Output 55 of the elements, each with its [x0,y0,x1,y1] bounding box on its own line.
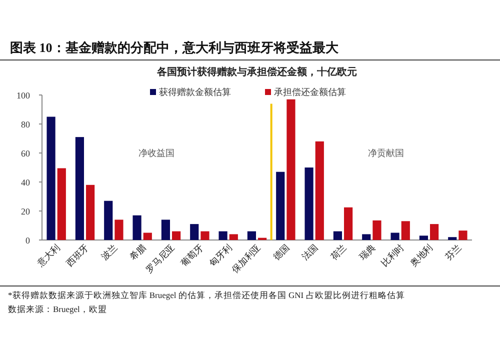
bar [247,231,256,240]
legend-label: 承担偿还金额估算 [274,87,346,97]
chart-title: 图表 10：基金赠款的分配中，意大利与西班牙将受益最大 [10,40,340,55]
text: *获得赠款数据来源于欧洲独立智库 Bruegel 的估算，承担偿还使用各国 GNI 占欧盟比例进行粗略估算 [8,290,405,300]
x-tick-label: 波兰 [99,242,120,262]
bar [276,172,285,240]
chart-subtitle: 各国预计获得赠款与承担偿还金额，十亿欧元 [156,66,357,78]
y-tick-label: 40 [21,178,30,188]
bar [430,224,439,240]
bar [86,184,95,240]
source-note: 数据来源：Bruegel，欧盟 [8,304,107,314]
legend-label: 获得赠款金额估算 [159,87,231,97]
bar [229,234,238,240]
bar [190,224,199,240]
bar [304,168,314,240]
y-tick-label: 60 [21,148,30,158]
x-tick-label: 瑞典 [357,242,378,262]
y-tick-label: 0 [26,236,30,246]
bar [390,232,400,240]
x-tick-label: 德国 [271,242,292,262]
bar [333,231,342,240]
bar [75,137,84,240]
bar [344,207,353,240]
bar [458,230,468,240]
x-tick-label: 芬兰 [443,242,464,262]
bar [286,99,296,240]
x-tick-label: 奥地利 [408,242,434,269]
bar [172,231,181,240]
y-tick-label: 20 [21,206,30,216]
y-tick-label: 100 [16,90,30,100]
bar [161,220,170,240]
bar [132,215,142,240]
bar [315,141,324,240]
bar [114,220,124,240]
bar [57,168,66,240]
bar [448,237,457,240]
bar [104,200,113,240]
bar [46,116,56,240]
annotation: 净贡献国 [368,148,404,158]
x-tick-label: 比利时 [380,242,406,269]
y-tick-label: 80 [21,120,30,130]
x-tick-label: 西班牙 [64,242,90,269]
x-tick-label: 希腊 [128,242,148,262]
x-tick-label: 葡萄牙 [178,242,206,269]
x-tick-label: 法国 [300,242,320,262]
x-tick-label: 荷兰 [328,242,348,262]
bar [401,221,410,240]
bar [419,236,428,240]
x-tick-label: 意大利 [34,242,62,270]
bar [372,220,382,240]
bar [218,231,228,240]
bar [143,232,152,240]
bar [200,231,210,240]
bar [362,234,371,240]
annotation: 净收益国 [138,148,175,158]
